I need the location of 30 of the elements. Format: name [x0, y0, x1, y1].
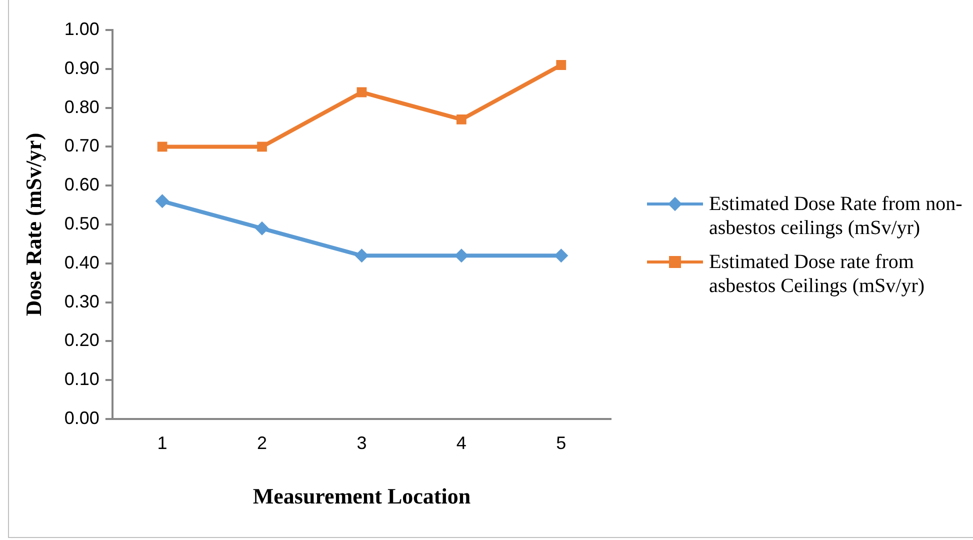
point — [354, 248, 369, 263]
y-tick-label: 0.30 — [64, 291, 100, 312]
point — [356, 87, 367, 98]
x-tick-label: 3 — [356, 432, 367, 453]
point — [454, 248, 468, 263]
y-tick-label: 0.20 — [64, 330, 100, 350]
y-tick-label: 0.40 — [64, 252, 100, 272]
x-tick-label: 4 — [456, 432, 466, 453]
y-tick-label: 0.50 — [64, 213, 100, 234]
legend-label: Estimated Dose rate from asbestos Ceilings (mSv/yr) — [709, 250, 926, 298]
point — [456, 114, 466, 124]
y-tick-label: 0.80 — [64, 96, 100, 117]
y-tick-label: 1.00 — [64, 18, 100, 39]
point — [255, 221, 270, 236]
point — [257, 142, 267, 152]
y-tick-label: 0.10 — [64, 369, 100, 390]
y-axis-title: Dose Rate (mSv/yr) — [20, 132, 46, 316]
point — [554, 248, 568, 263]
x-axis-title: Measurement Location — [252, 483, 471, 508]
point — [155, 194, 170, 208]
y-tick-label: 0.60 — [64, 174, 100, 195]
x-tick-label: 5 — [556, 432, 566, 453]
y-tick-label: 0.90 — [64, 58, 100, 78]
point — [157, 142, 168, 152]
x-tick-label: 2 — [256, 432, 268, 453]
y-tick-label: 0.70 — [64, 136, 100, 156]
y-tick-label: 0.00 — [64, 408, 100, 428]
legend-label: Estimated Dose Rate from non-asbestos ceilings (mSv/yr) — [709, 192, 964, 240]
point — [556, 60, 566, 70]
x-tick-label: 1 — [157, 432, 168, 453]
